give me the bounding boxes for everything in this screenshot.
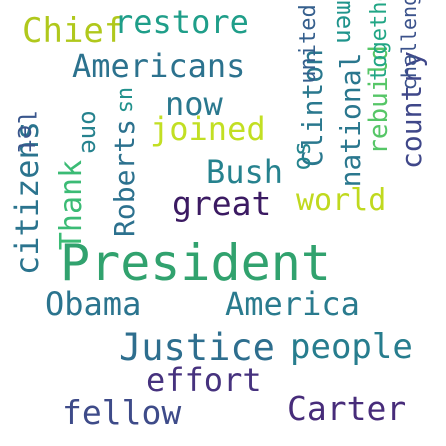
word-men: men <box>331 0 359 44</box>
word-one: one <box>76 110 104 154</box>
word-bush: Bush <box>206 153 284 191</box>
word-great: great <box>172 184 272 223</box>
word-justice: Justice <box>119 326 275 369</box>
word-let: let <box>12 110 40 154</box>
word-together: together <box>367 0 392 81</box>
word-united: united <box>296 4 321 84</box>
word-americans: Americans <box>72 47 246 85</box>
word-carter: Carter <box>287 389 407 428</box>
word-challenge: challenge <box>397 0 421 91</box>
word-us: us <box>114 86 139 114</box>
word-now: now <box>165 85 223 123</box>
word-roberts: Roberts <box>108 118 141 238</box>
word-obama: Obama <box>45 285 142 323</box>
word-national: national <box>334 52 367 188</box>
word-so: so <box>291 141 319 171</box>
word-joined: joined <box>150 110 266 148</box>
word-effort: effort <box>146 361 262 399</box>
word-thank: Thank <box>54 159 89 251</box>
word-president: President <box>60 234 331 292</box>
word-fellow: fellow <box>62 393 182 432</box>
word-people: people <box>290 327 413 367</box>
word-world: world <box>296 183 387 218</box>
word-america: America <box>225 285 360 323</box>
word-restore: restore <box>114 3 249 41</box>
word-chief: Chief <box>22 11 125 51</box>
